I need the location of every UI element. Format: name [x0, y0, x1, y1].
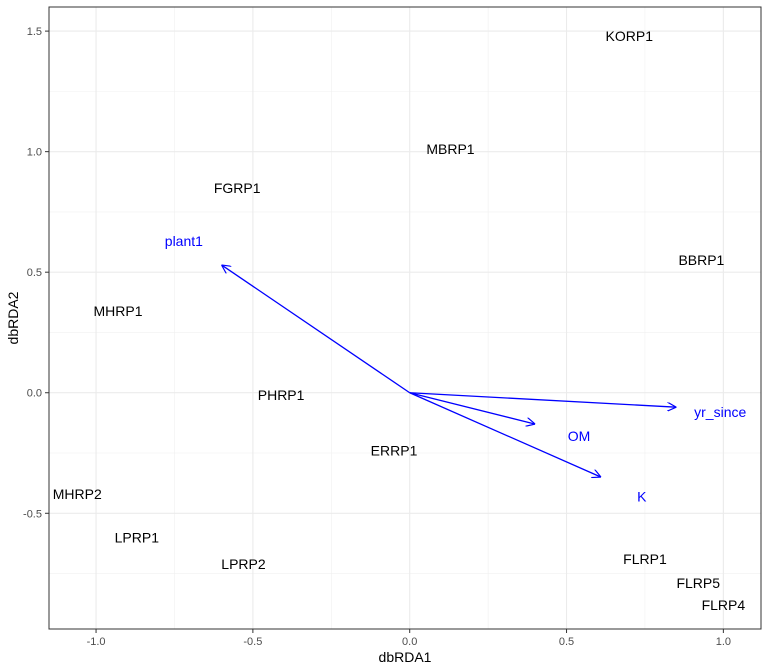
site-labels: KORP1 MBRP1 FGRP1 BBRP1 MHRP1 PHRP1 ERRP1 MHRP2…	[53, 28, 746, 613]
vector-label-om: OM	[568, 428, 591, 444]
vector-label-k: K	[637, 488, 647, 504]
x-tick-label: 0.0	[402, 636, 417, 648]
site-label-lprp1: LPRP1	[115, 529, 160, 545]
site-label-bbrp1: BBRP1	[678, 252, 724, 268]
vector-label-yr-since: yr_since	[694, 404, 746, 420]
site-label-korp1: KORP1	[606, 28, 654, 44]
site-label-flrp5: FLRP5	[676, 575, 720, 591]
site-label-mhrp2: MHRP2	[53, 486, 102, 502]
y-tick-label: -0.5	[23, 508, 42, 520]
x-axis-title: dbRDA1	[379, 649, 432, 665]
minor-gridlines	[49, 7, 761, 629]
vector-labels: plant1 yr_since OM K	[165, 233, 747, 505]
x-tick-label: 1.0	[716, 636, 731, 648]
x-tick-label: 0.5	[559, 636, 574, 648]
x-tick-label: -1.0	[87, 636, 106, 648]
vector-arrow-plant1	[222, 265, 411, 394]
plot-panel	[49, 7, 761, 629]
site-label-flrp1: FLRP1	[623, 551, 667, 567]
y-tick-label: 0.5	[27, 267, 42, 279]
vector-arrow-yr-since	[409, 392, 677, 407]
x-tick-label: -0.5	[243, 636, 262, 648]
x-axis-ticks: -1.0 -0.5 0.0 0.5 1.0	[87, 629, 731, 648]
site-label-lprp2: LPRP2	[221, 556, 266, 572]
y-axis-ticks: -0.5 0.0 0.5 1.0 1.5	[23, 26, 49, 520]
site-label-mbrp1: MBRP1	[426, 141, 474, 157]
y-axis-title: dbRDA2	[5, 291, 21, 344]
major-gridlines	[49, 7, 761, 629]
vector-label-plant1: plant1	[165, 233, 203, 249]
site-label-phrp1: PHRP1	[258, 387, 305, 403]
environmental-vectors	[222, 265, 677, 477]
site-label-errp1: ERRP1	[371, 443, 418, 459]
site-label-fgrp1: FGRP1	[214, 180, 261, 196]
y-tick-label: 0.0	[27, 388, 42, 400]
site-label-flrp4: FLRP4	[702, 597, 746, 613]
panel-border	[48, 6, 762, 630]
y-tick-label: 1.5	[27, 26, 42, 38]
y-tick-label: 1.0	[27, 147, 42, 159]
site-label-mhrp1: MHRP1	[93, 303, 142, 319]
vector-arrow-om	[409, 392, 535, 424]
vector-arrow-k	[409, 392, 601, 477]
